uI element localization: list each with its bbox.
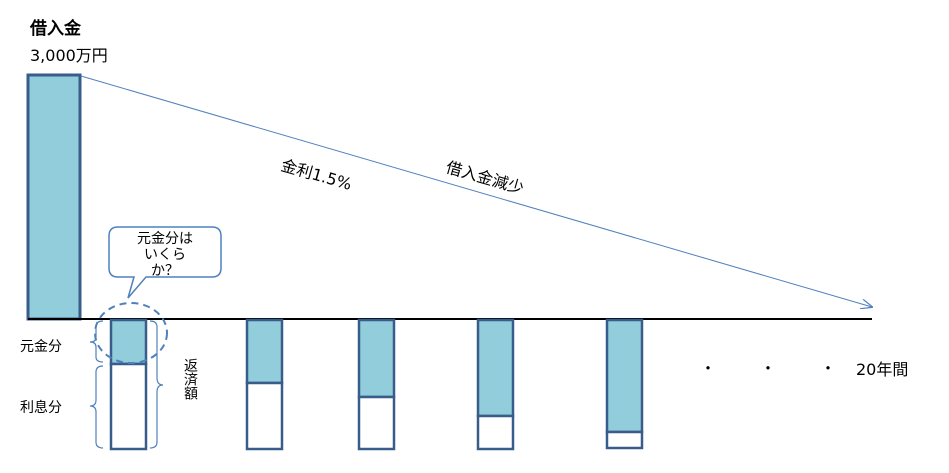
callout-bubble	[108, 226, 222, 299]
repayment-bar-2	[245, 318, 284, 451]
interest-rate-label: 金利1.5%	[279, 156, 354, 194]
loan-bar	[26, 73, 82, 321]
loan-amount: 3,000万円	[30, 46, 108, 65]
repayment-bar-4-interest	[476, 414, 515, 451]
repayment-bar-2-principal	[245, 318, 284, 385]
repayment-bar-3-interest	[357, 395, 396, 451]
repayment-bar-5-interest	[605, 430, 644, 450]
interest-label: 利息分	[20, 399, 62, 416]
callout-line-3: か？	[151, 263, 179, 279]
repayment-bar-3	[357, 318, 396, 451]
repayment-bar-4	[476, 318, 515, 451]
highlight-circle	[94, 302, 168, 364]
repayment-label: 返済額	[182, 358, 198, 400]
decrease-label: 借入金減少	[444, 158, 526, 198]
repayment-bar-5-principal	[605, 318, 644, 434]
callout-line-2: いくら	[144, 247, 186, 263]
repayment-bar-2-interest	[245, 381, 284, 451]
ellipsis-dots: ・ ・ ・	[700, 359, 850, 378]
repayment-bar-1	[109, 318, 148, 451]
repayment-bar-4-principal	[476, 318, 515, 418]
callout-line-1: 元金分は	[137, 231, 193, 247]
repayment-brace	[149, 320, 164, 449]
loan-title: 借入金	[29, 18, 82, 39]
principal-label: 元金分	[20, 339, 62, 355]
decrease-arrow	[80, 75, 872, 307]
principal-brace	[89, 320, 104, 363]
repayment-bar-1-interest	[109, 362, 148, 451]
interest-brace	[89, 365, 104, 449]
period-label: 20年間	[856, 360, 908, 379]
repayment-bar-1-principal	[109, 318, 148, 366]
repayment-bar-5	[605, 318, 644, 450]
repayment-bar-3-principal	[357, 318, 396, 399]
